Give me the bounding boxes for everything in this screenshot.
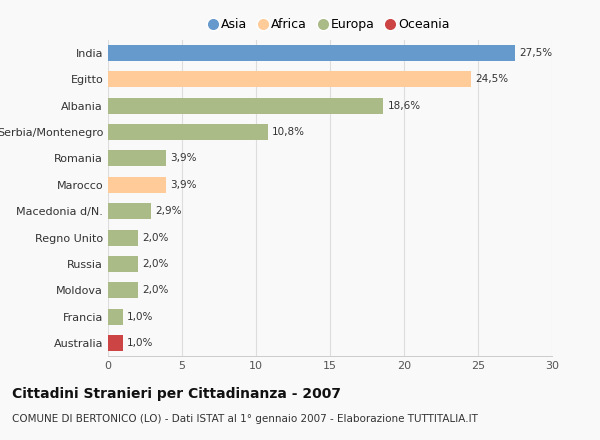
Text: 3,9%: 3,9% bbox=[170, 180, 197, 190]
Text: Cittadini Stranieri per Cittadinanza - 2007: Cittadini Stranieri per Cittadinanza - 2… bbox=[12, 387, 341, 401]
Text: 2,0%: 2,0% bbox=[142, 286, 169, 295]
Legend: Asia, Africa, Europa, Oceania: Asia, Africa, Europa, Oceania bbox=[206, 14, 454, 35]
Bar bbox=[108, 177, 166, 193]
Text: 1,0%: 1,0% bbox=[127, 338, 154, 348]
Text: 2,9%: 2,9% bbox=[155, 206, 182, 216]
Text: 10,8%: 10,8% bbox=[272, 127, 305, 137]
Bar bbox=[108, 309, 123, 325]
Bar bbox=[108, 256, 137, 272]
Text: 27,5%: 27,5% bbox=[520, 48, 553, 58]
Bar bbox=[108, 203, 151, 219]
Text: 18,6%: 18,6% bbox=[388, 101, 421, 110]
Bar bbox=[108, 150, 166, 166]
Bar bbox=[108, 71, 470, 87]
Bar bbox=[108, 124, 268, 140]
Text: 2,0%: 2,0% bbox=[142, 259, 169, 269]
Bar bbox=[108, 45, 515, 61]
Bar bbox=[108, 282, 137, 298]
Text: 2,0%: 2,0% bbox=[142, 233, 169, 242]
Text: 3,9%: 3,9% bbox=[170, 154, 197, 163]
Bar bbox=[108, 335, 123, 351]
Text: COMUNE DI BERTONICO (LO) - Dati ISTAT al 1° gennaio 2007 - Elaborazione TUTTITAL: COMUNE DI BERTONICO (LO) - Dati ISTAT al… bbox=[12, 414, 478, 424]
Text: 24,5%: 24,5% bbox=[475, 74, 508, 84]
Text: 1,0%: 1,0% bbox=[127, 312, 154, 322]
Bar bbox=[108, 98, 383, 114]
Bar bbox=[108, 230, 137, 246]
